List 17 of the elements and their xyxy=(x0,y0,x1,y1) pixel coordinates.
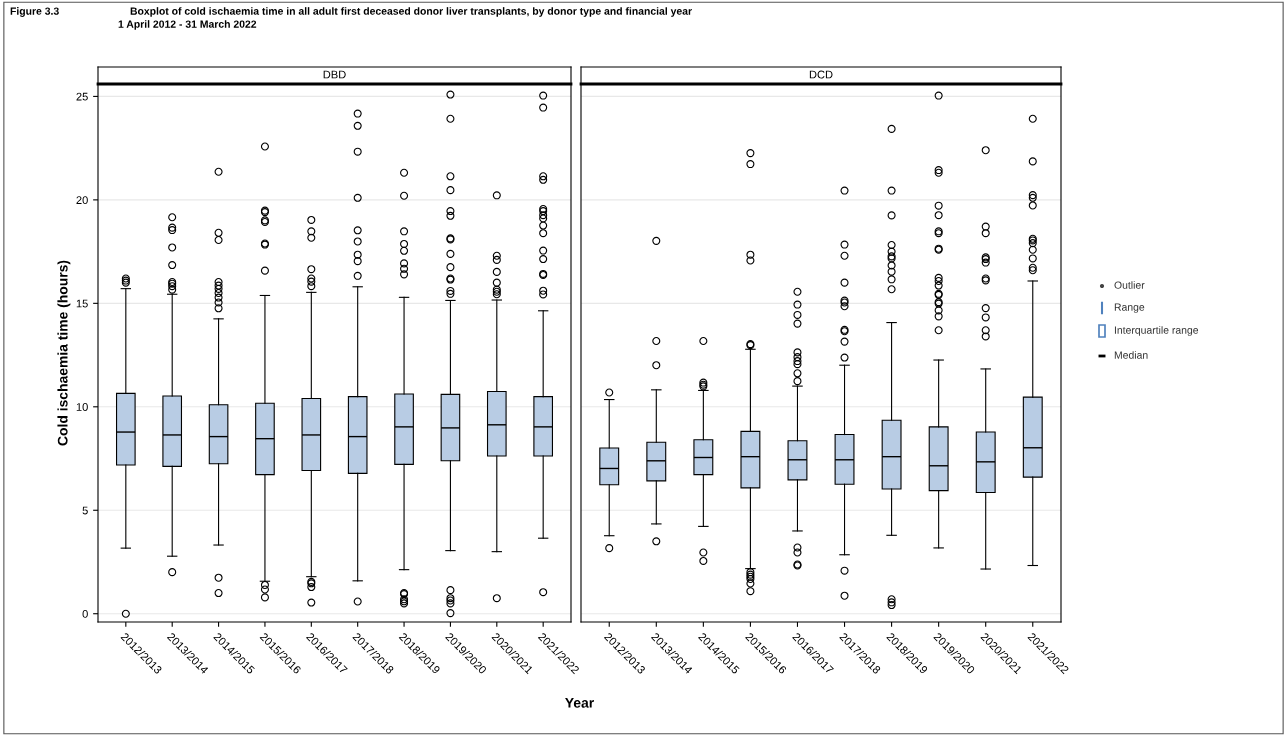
chart-title: DBD xyxy=(323,70,346,79)
caption: Figure 3.3 xyxy=(10,7,59,17)
chart-title: DCD xyxy=(809,70,833,79)
text: Outlier xyxy=(1114,281,1145,289)
y-tick-label: 20 xyxy=(76,196,88,205)
text: Interquartile range xyxy=(1114,326,1199,336)
text: 1 April 2012 - 31 March 2022 xyxy=(118,20,257,30)
x-axis-title: Year xyxy=(565,698,594,708)
text: Range xyxy=(1114,303,1145,313)
y-tick-label: 25 xyxy=(76,92,88,101)
y-tick-label: 0 xyxy=(82,609,88,618)
y-tick-label: 15 xyxy=(76,299,88,308)
y-axis-title: Cold ischaemia time (hours) xyxy=(57,260,71,446)
text: Median xyxy=(1114,351,1148,359)
text: Boxplot of cold ischaemia time in all adult first deceased donor liver transplants, by donor type and financial year xyxy=(130,7,692,17)
y-tick-label: 5 xyxy=(82,506,88,515)
y-tick-label: 10 xyxy=(76,403,88,411)
